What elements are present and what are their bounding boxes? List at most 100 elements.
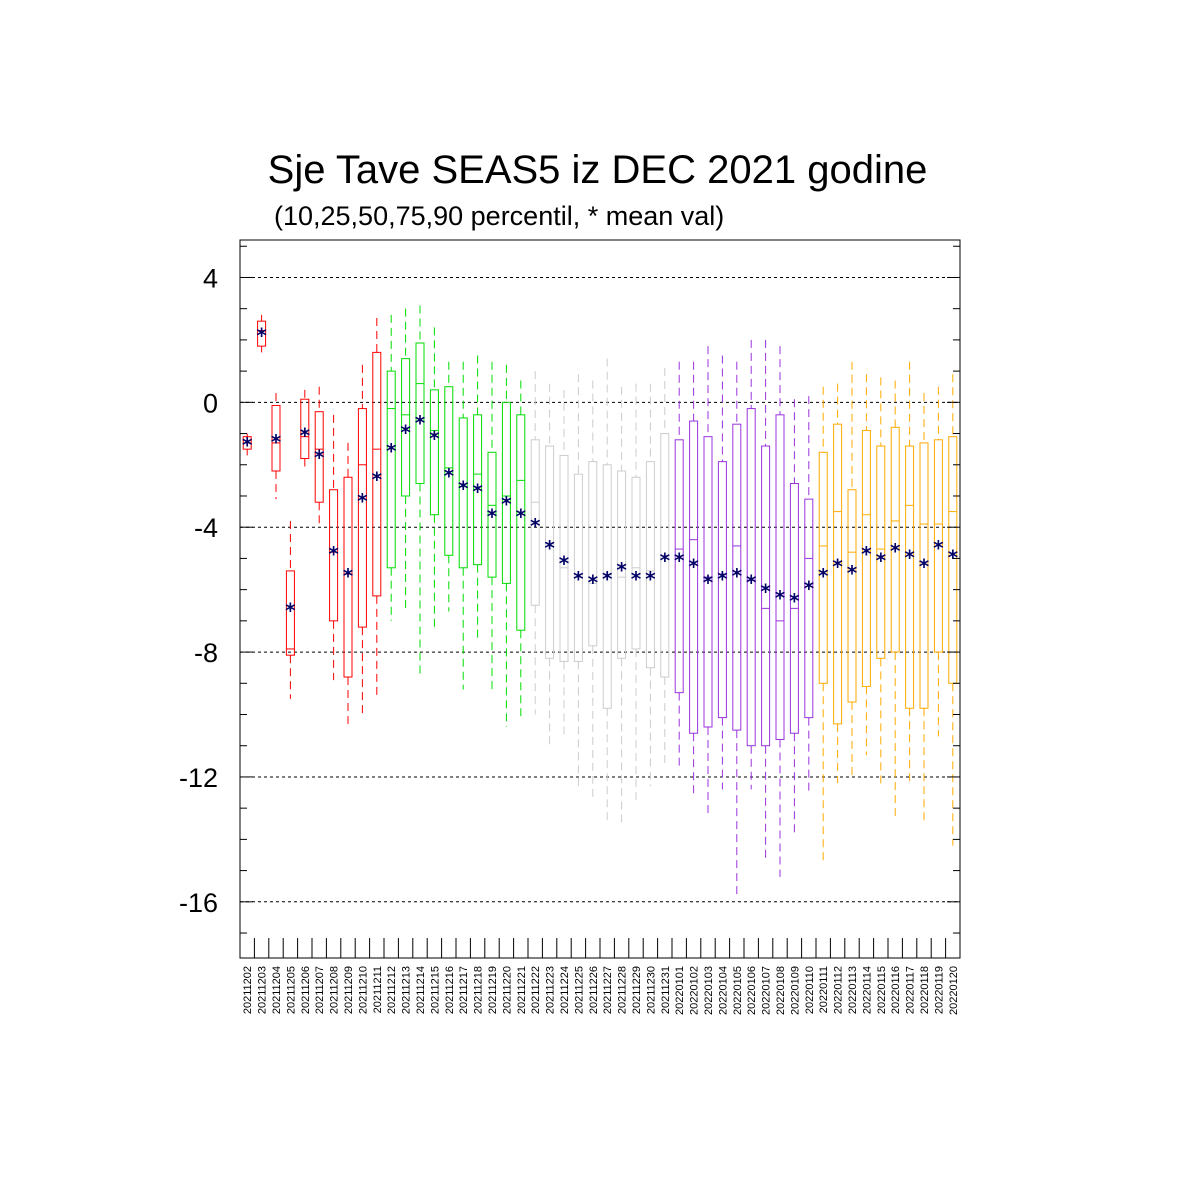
x-tick-label: 20211224 (559, 966, 571, 1014)
box-20211231 (660, 367, 670, 768)
mean-marker: * (429, 427, 440, 451)
x-tick-label: 20211229 (631, 966, 643, 1014)
mean-marker: * (271, 430, 282, 454)
x-tick-label: 20211207 (314, 966, 326, 1014)
box-20220120 (948, 374, 958, 846)
box-20211228 (617, 386, 627, 824)
x-tick-label: 20211231 (660, 966, 672, 1014)
mean-marker: * (832, 555, 843, 579)
box-20220104 (717, 355, 727, 790)
iqr-box (775, 414, 785, 740)
x-tick-label: 20220113 (847, 966, 859, 1014)
mean-marker: * (804, 577, 815, 601)
iqr-box (876, 445, 886, 659)
mean-marker: * (904, 545, 915, 569)
iqr-box (761, 445, 771, 747)
box-20211227 (602, 358, 612, 824)
x-tick-label: 20211220 (501, 966, 513, 1014)
iqr-box (631, 476, 641, 650)
box-20211217 (458, 361, 468, 690)
iqr-box (516, 414, 526, 631)
mean-marker: * (458, 477, 469, 501)
iqr-box (343, 476, 353, 678)
box-20211204 (271, 392, 281, 500)
x-tick-label: 20220107 (761, 966, 773, 1015)
x-tick-label: 20211226 (588, 966, 600, 1014)
x-tick-label: 20220102 (689, 966, 701, 1015)
mean-marker: * (530, 514, 541, 538)
x-tick-label: 20211209 (343, 966, 355, 1014)
box-20211218 (473, 355, 483, 643)
x-tick-label: 20211223 (545, 966, 557, 1014)
x-tick-label: 20220116 (890, 966, 902, 1014)
y-tick-label: -8 (194, 638, 218, 668)
box-20220113 (847, 361, 857, 777)
mean-marker: * (876, 548, 887, 572)
iqr-box (314, 411, 324, 503)
box-20220119 (933, 386, 943, 737)
iqr-box (386, 370, 396, 569)
iqr-box (372, 351, 382, 597)
x-tick-label: 20220109 (789, 966, 801, 1015)
box-20211230 (645, 383, 655, 787)
mean-marker: * (948, 545, 959, 569)
mean-marker: * (919, 555, 930, 579)
box-20211222 (530, 371, 540, 715)
mean-marker: * (717, 567, 728, 591)
iqr-box (732, 423, 742, 731)
x-tick-label: 20211213 (401, 966, 413, 1014)
box-20211214 (415, 305, 425, 678)
box-20220105 (732, 361, 742, 896)
iqr-box (487, 451, 497, 578)
x-tick-label: 20211221 (516, 966, 528, 1014)
iqr-box (818, 451, 828, 684)
x-tick-label: 20220119 (933, 966, 945, 1014)
box-20211206 (300, 389, 310, 472)
x-tick-label: 20220105 (732, 966, 744, 1015)
iqr-box (473, 414, 483, 566)
box-20211210 (357, 364, 367, 715)
mean-marker: * (415, 411, 426, 435)
x-tick-label: 20211225 (573, 966, 585, 1014)
box-20211202 (242, 433, 252, 456)
iqr-box (559, 454, 569, 662)
x-tick-label: 20211202 (242, 966, 254, 1014)
x-tick-label: 20211214 (415, 966, 427, 1014)
mean-marker: * (559, 552, 570, 576)
iqr-box (617, 470, 627, 659)
x-tick-label: 20211206 (300, 966, 312, 1014)
box-20220111 (818, 386, 828, 862)
box-20220102 (689, 361, 699, 796)
iqr-box (573, 473, 583, 662)
chart-title: Sje Tave SEAS5 iz DEC 2021 godine (267, 148, 928, 192)
iqr-box (804, 498, 814, 719)
mean-marker: * (300, 424, 311, 448)
box-series (242, 305, 958, 896)
y-tick-label: -12 (179, 763, 218, 793)
mean-marker: * (573, 567, 584, 591)
mean-marker: * (818, 564, 829, 588)
iqr-box (300, 398, 310, 460)
mean-marker: * (732, 564, 743, 588)
mean-marker: * (746, 570, 757, 594)
box-20220110 (804, 396, 814, 793)
x-tick-label: 20211227 (602, 966, 614, 1014)
x-tick-label: 20220108 (775, 966, 787, 1015)
mean-marker: * (933, 536, 944, 560)
iqr-box (444, 386, 454, 556)
x-tick-label: 20220112 (833, 966, 845, 1014)
mean-marker: * (444, 464, 455, 488)
x-tick-label: 20211230 (645, 966, 657, 1014)
iqr-box (948, 436, 958, 684)
x-tick-label: 20220118 (919, 966, 931, 1014)
iqr-box (429, 389, 439, 516)
iqr-box (905, 445, 915, 709)
mean-marker: * (544, 536, 555, 560)
mean-marker: * (588, 570, 599, 594)
box-20220117 (905, 361, 915, 787)
mean-marker: * (386, 439, 397, 463)
x-tick-label: 20220120 (948, 966, 960, 1015)
mean-marker: * (660, 548, 671, 572)
iqr-box (458, 417, 468, 569)
